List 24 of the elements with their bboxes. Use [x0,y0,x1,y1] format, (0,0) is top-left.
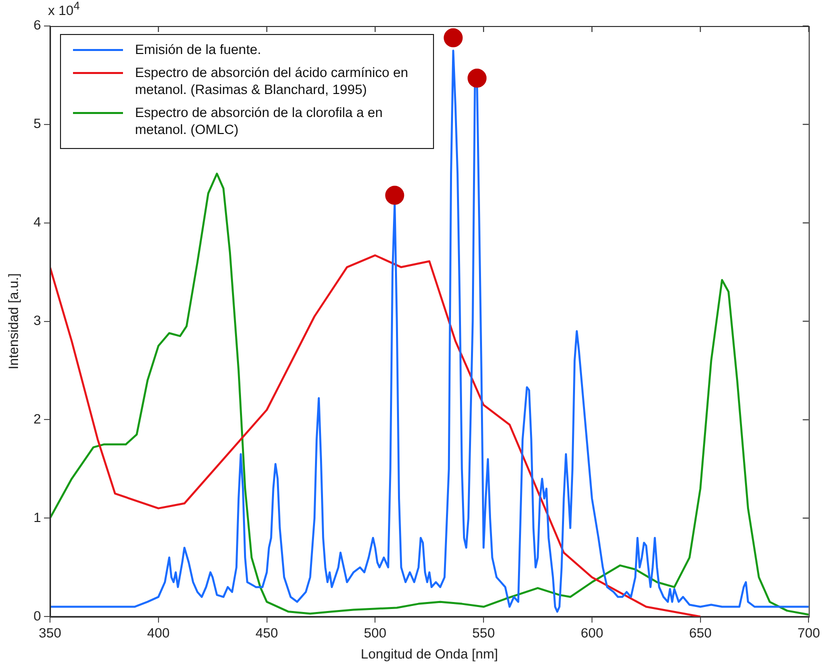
y-tick-label: 1 [33,510,41,525]
y-tick-label: 4 [33,214,42,230]
y-tick-label: 0 [33,608,41,624]
x-tick-label: 600 [580,625,604,640]
point [444,28,463,48]
y-tick-label: 5 [33,116,41,132]
x-tick-label: 500 [364,625,386,640]
legend-label: Emisión de la fuente. [135,41,262,58]
x-tick-label: 350 [38,625,62,640]
x-tick-label: 700 [797,625,820,640]
x-tick-label: 650 [689,625,712,640]
legend-label: Espectro de absorción de la clorofila a en metanol. (OMLC) [135,104,384,138]
x-tick-label: 450 [256,625,278,640]
y-tick-label: 6 [33,18,41,33]
x-tick-label: 400 [147,625,170,640]
point [468,68,487,88]
y-tick-label: 3 [33,313,41,328]
x-axis-title: Longitud de Onda [nm] [360,646,498,662]
point [385,186,404,205]
y-axis-title: Intensidad [a.u.] [6,273,21,370]
y-tick-label: 2 [33,411,41,426]
text: x 10$^{4}$ [48,0,80,18]
x-tick-label: 550 [472,625,495,640]
legend-label: Espectro de absorción del ácido carmínico en metanol. (Rasimas & Blanchard, 1995) [135,64,410,98]
